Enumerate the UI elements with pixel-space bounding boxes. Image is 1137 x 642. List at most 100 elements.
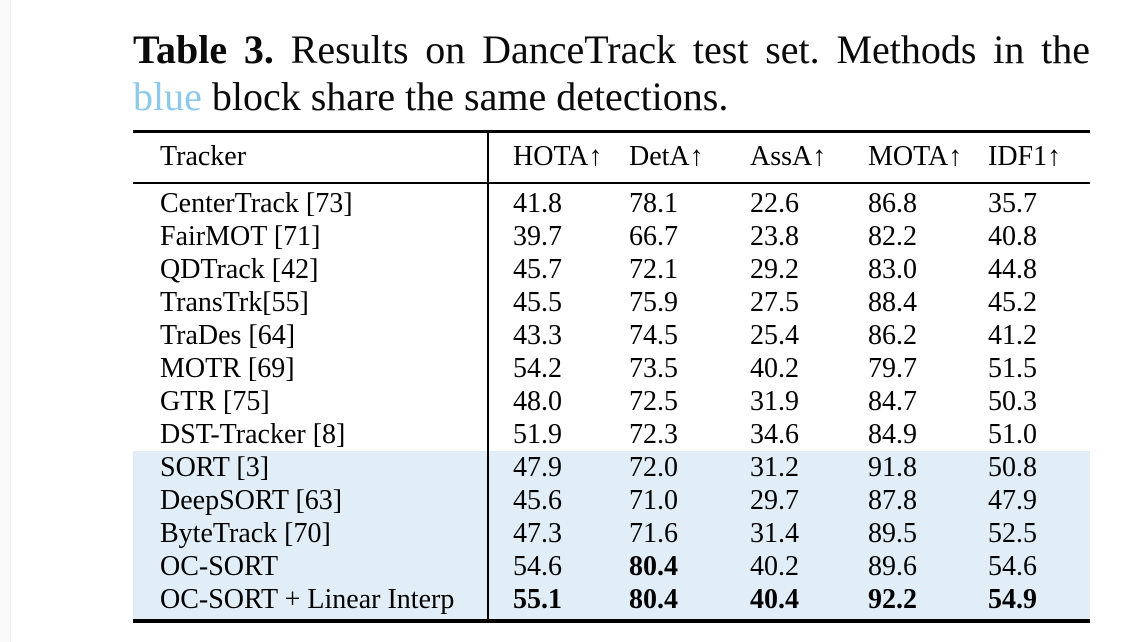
table-row: OC-SORT + Linear Interp 55.1 80.4 40.4 92.2 5…: [133, 582, 1090, 621]
metric-value: 54.6: [988, 550, 1037, 582]
table-row: MOTR [69] 54.2 73.5 40.2 79.7 51.5: [133, 351, 1090, 385]
tracker-name: CenterTrack [73]: [160, 187, 353, 219]
caption-line-2: blue block share the same detections.: [133, 73, 1090, 120]
tracker-name: SORT [3]: [160, 451, 270, 483]
tracker-name: OC-SORT: [160, 550, 279, 582]
metric-value: 83.0: [868, 253, 917, 285]
header-row: Tracker HOTA↑ DetA↑ AssA↑ MOTA↑ IDF1↑: [133, 131, 1090, 184]
metric-value: 31.9: [750, 385, 799, 417]
metric-value: 40.2: [750, 550, 799, 582]
metric-value: 51.0: [988, 418, 1037, 450]
table-row: GTR [75] 48.0 72.5 31.9 84.7 50.3: [133, 384, 1090, 418]
table-row: TraDes [64] 43.3 74.5 25.4 86.2 41.2: [133, 318, 1090, 352]
metric-value: 80.4: [629, 550, 678, 582]
table-row: CenterTrack [73] 41.8 78.1 22.6 86.8 35.7: [133, 182, 1090, 220]
metric-value: 54.9: [988, 583, 1037, 615]
tracker-name: GTR [75]: [160, 385, 270, 417]
metric-value: 72.0: [629, 451, 678, 483]
metric-value: 43.3: [487, 318, 629, 352]
results-table: Tracker HOTA↑ DetA↑ AssA↑ MOTA↑ IDF1↑ Ce…: [133, 130, 1090, 623]
metric-value: 75.9: [629, 286, 678, 318]
metric-value: 73.5: [629, 352, 678, 384]
metric-value: 29.2: [750, 253, 799, 285]
metric-value: 89.6: [868, 550, 917, 582]
metric-value: 41.8: [487, 182, 629, 220]
table-row: OC-SORT 54.6 80.4 40.2 89.6 54.6: [133, 549, 1090, 583]
caption-blue-word: blue: [133, 74, 202, 119]
metric-value: 55.1: [487, 582, 629, 621]
metric-value: 40.2: [750, 352, 799, 384]
column-header-deta: DetA↑: [629, 131, 750, 184]
metric-value: 45.2: [988, 286, 1037, 318]
tracker-name: MOTR [69]: [160, 352, 295, 384]
table-body: CenterTrack [73] 41.8 78.1 22.6 86.8 35.7 Fair…: [133, 182, 1090, 621]
table-row: QDTrack [42] 45.7 72.1 29.2 83.0 44.8: [133, 252, 1090, 286]
metric-value: 84.7: [868, 385, 917, 417]
metric-value: 40.8: [988, 220, 1037, 252]
metric-value: 48.0: [487, 384, 629, 418]
metric-value: 50.3: [988, 385, 1037, 417]
table-row: DeepSORT [63] 45.6 71.0 29.7 87.8 47.9: [133, 483, 1090, 517]
metric-value: 39.7: [487, 219, 629, 253]
table-row: DST-Tracker [8] 51.9 72.3 34.6 84.9 51.0: [133, 417, 1090, 451]
metric-value: 50.8: [988, 451, 1037, 483]
metric-value: 40.4: [750, 583, 799, 615]
tracker-name: TraDes [64]: [160, 319, 296, 351]
metric-value: 71.6: [629, 517, 678, 549]
table-row: TransTrk[55] 45.5 75.9 27.5 88.4 45.2: [133, 285, 1090, 319]
table-row: ByteTrack [70] 47.3 71.6 31.4 89.5 52.5: [133, 516, 1090, 550]
metric-value: 91.8: [868, 451, 917, 483]
column-header-tracker: Tracker: [133, 131, 488, 184]
caption-text-2: block share the same detections.: [201, 74, 729, 119]
metric-value: 89.5: [868, 517, 917, 549]
metric-value: 80.4: [629, 583, 678, 615]
metric-value: 41.2: [988, 319, 1037, 351]
metric-value: 47.3: [487, 516, 629, 550]
metric-value: 79.7: [868, 352, 917, 384]
metric-value: 47.9: [988, 484, 1037, 516]
tracker-name: TransTrk[55]: [160, 286, 309, 318]
metric-value: 84.9: [868, 418, 917, 450]
column-header-hota: HOTA↑: [487, 131, 629, 184]
metric-value: 86.8: [868, 187, 917, 219]
metric-value: 72.3: [629, 418, 678, 450]
metric-value: 72.5: [629, 385, 678, 417]
tracker-name: QDTrack [42]: [160, 253, 319, 285]
metric-value: 29.7: [750, 484, 799, 516]
metric-value: 35.7: [988, 187, 1037, 219]
metric-value: 31.2: [750, 451, 799, 483]
page-edge-shadow: [0, 0, 11, 642]
metric-value: 74.5: [629, 319, 678, 351]
metric-value: 78.1: [629, 187, 678, 219]
metric-value: 27.5: [750, 286, 799, 318]
metric-value: 87.8: [868, 484, 917, 516]
metric-value: 88.4: [868, 286, 917, 318]
tracker-name: DST-Tracker [8]: [160, 418, 346, 450]
metric-value: 47.9: [487, 450, 629, 484]
tracker-name: OC-SORT + Linear Interp: [160, 583, 455, 615]
caption-text-1: Results on DanceTrack test set. Methods …: [290, 27, 1091, 72]
metric-value: 45.7: [487, 252, 629, 286]
tracker-name: FairMOT [71]: [160, 220, 321, 252]
column-header-idf1: IDF1↑: [988, 131, 1090, 184]
metric-value: 52.5: [988, 517, 1037, 549]
metric-value: 66.7: [629, 220, 678, 252]
column-header-mota: MOTA↑: [868, 131, 988, 184]
table-row: SORT [3] 47.9 72.0 31.2 91.8 50.8: [133, 450, 1090, 484]
metric-value: 22.6: [750, 187, 799, 219]
metric-value: 51.5: [988, 352, 1037, 384]
metric-value: 44.8: [988, 253, 1037, 285]
metric-value: 51.9: [487, 417, 629, 451]
tracker-name: DeepSORT [63]: [160, 484, 343, 516]
metric-value: 82.2: [868, 220, 917, 252]
metric-value: 34.6: [750, 418, 799, 450]
metric-value: 92.2: [868, 583, 917, 615]
metric-value: 45.5: [487, 285, 629, 319]
column-header-assa: AssA↑: [750, 131, 868, 184]
metric-value: 25.4: [750, 319, 799, 351]
metric-value: 45.6: [487, 483, 629, 517]
metric-value: 54.6: [487, 549, 629, 583]
caption-line-1: Table 3. Results on DanceTrack test set.…: [133, 26, 1090, 73]
paper-table-figure: Table 3. Results on DanceTrack test set.…: [133, 26, 1090, 623]
metric-value: 23.8: [750, 220, 799, 252]
